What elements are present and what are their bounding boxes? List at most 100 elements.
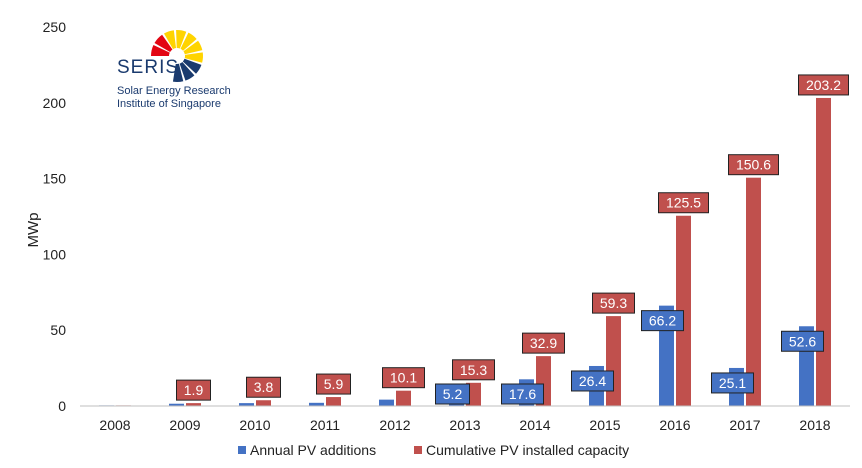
- bar-annual: [239, 403, 254, 406]
- legend-swatch: [414, 446, 422, 454]
- logo-ray: [179, 61, 195, 81]
- data-label-box: [592, 292, 635, 314]
- bar-annual: [379, 399, 394, 406]
- data-label-box: [382, 367, 425, 389]
- data-label-cumulative: 3.8: [246, 376, 281, 398]
- data-label-annual: 17.6: [501, 383, 544, 405]
- data-label-text: 25.1: [719, 375, 746, 391]
- x-tick-label: 2014: [519, 417, 550, 433]
- data-label-box: [571, 370, 614, 392]
- y-axis-label: MWp: [25, 213, 42, 248]
- logo-ray: [184, 52, 203, 63]
- y-tick-label: 100: [43, 246, 67, 262]
- data-label-box: [728, 154, 779, 176]
- bar-cumulative: [746, 177, 761, 406]
- data-label-box: [176, 379, 211, 401]
- data-label-box: [501, 383, 544, 405]
- data-label-text: 3.8: [254, 379, 274, 395]
- x-tick-label: 2016: [659, 417, 690, 433]
- data-label-box: [798, 74, 849, 96]
- bar-cumulative: [256, 400, 271, 406]
- data-label-text: 15.3: [460, 362, 487, 378]
- data-label-cumulative: 10.1: [382, 367, 425, 389]
- data-label-cumulative: 125.5: [658, 192, 709, 214]
- data-label-text: 66.2: [649, 313, 676, 329]
- data-label-cumulative: 5.9: [316, 373, 351, 395]
- bar-cumulative: [816, 97, 831, 407]
- seris-logo: [151, 30, 203, 82]
- logo-ray: [164, 30, 177, 50]
- bar-cumulative: [186, 403, 201, 406]
- x-tick-label: 2013: [449, 417, 480, 433]
- legend-swatch: [238, 446, 246, 454]
- y-tick-label: 250: [43, 19, 67, 35]
- bar-annual: [309, 402, 324, 406]
- x-tick-label: 2012: [379, 417, 410, 433]
- data-labels: 1.9 3.8 5.9 10.1 15.3 5.2 32.9 17.6 59.3 26.4 125.…: [176, 74, 849, 405]
- legend-label: Cumulative PV installed capacity: [426, 442, 629, 458]
- data-label-text: 10.1: [390, 370, 417, 386]
- x-tick-label: 2011: [310, 417, 340, 433]
- logo-ray: [180, 32, 197, 51]
- legend: Annual PV additions Cumulative PV install…: [238, 442, 629, 458]
- y-axis-ticks: 0 50 100 150 200 250: [43, 19, 67, 414]
- data-label-cumulative: 32.9: [522, 332, 565, 354]
- y-tick-label: 50: [50, 322, 66, 338]
- x-tick-label: 2008: [99, 417, 130, 433]
- y-tick-label: 200: [43, 95, 67, 111]
- bar-cumulative: [606, 316, 621, 406]
- data-label-cumulative: 150.6: [728, 154, 779, 176]
- data-label-text: 125.5: [666, 195, 701, 211]
- data-label-cumulative: 203.2: [798, 74, 849, 96]
- y-tick-label: 150: [43, 171, 67, 187]
- data-label-text: 1.9: [184, 382, 204, 398]
- logo-ray: [182, 58, 202, 74]
- x-tick-label: 2010: [239, 417, 270, 433]
- x-axis-ticks: 2008 2009 2010 2011 2012 2013 2014 2015 2016 2017…: [99, 417, 830, 433]
- legend-label: Annual PV additions: [250, 442, 376, 458]
- legend-item-annual: Annual PV additions: [238, 442, 376, 458]
- data-label-text: 203.2: [806, 77, 841, 93]
- data-label-box: [435, 383, 470, 405]
- data-label-annual: 25.1: [711, 372, 754, 394]
- y-tick-label: 0: [58, 398, 66, 414]
- data-label-box: [658, 192, 709, 214]
- data-label-box: [316, 373, 351, 395]
- data-label-text: 32.9: [530, 335, 557, 351]
- data-label-box: [522, 332, 565, 354]
- bar-cumulative: [396, 390, 411, 406]
- logo-ray: [154, 34, 173, 52]
- data-label-annual: 5.2: [435, 383, 470, 405]
- data-label-annual: 26.4: [571, 370, 614, 392]
- data-label-text: 5.9: [324, 376, 344, 392]
- logo-ray: [151, 45, 170, 56]
- data-label-cumulative: 59.3: [592, 292, 635, 314]
- logo-name: SERIS: [117, 57, 179, 78]
- data-label-box: [781, 330, 824, 352]
- x-tick-label: 2009: [169, 417, 200, 433]
- x-tick-label: 2015: [589, 417, 620, 433]
- data-label-text: 5.2: [443, 386, 463, 402]
- bar-cumulative: [326, 397, 341, 406]
- x-tick-label: 2018: [799, 417, 830, 433]
- data-label-text: 52.6: [789, 333, 816, 349]
- data-label-box: [711, 372, 754, 394]
- logo-ray: [176, 30, 187, 49]
- x-tick-label: 2017: [729, 417, 760, 433]
- data-label-text: 150.6: [736, 157, 771, 173]
- data-label-box: [641, 310, 684, 332]
- logo-subtitle-2: Institute of Singapore: [117, 98, 221, 110]
- bar-annual: [169, 403, 184, 406]
- data-label-text: 59.3: [600, 295, 627, 311]
- data-label-text: 17.6: [509, 386, 536, 402]
- data-label-cumulative: 15.3: [452, 359, 495, 381]
- logo-ray: [172, 63, 184, 82]
- logo-subtitle-1: Solar Energy Research: [117, 85, 231, 97]
- logo-ray: [183, 40, 203, 55]
- data-label-box: [246, 376, 281, 398]
- data-label-annual: 52.6: [781, 330, 824, 352]
- data-label-box: [452, 359, 495, 381]
- data-label-text: 26.4: [579, 373, 606, 389]
- legend-item-cumulative: Cumulative PV installed capacity: [414, 442, 629, 458]
